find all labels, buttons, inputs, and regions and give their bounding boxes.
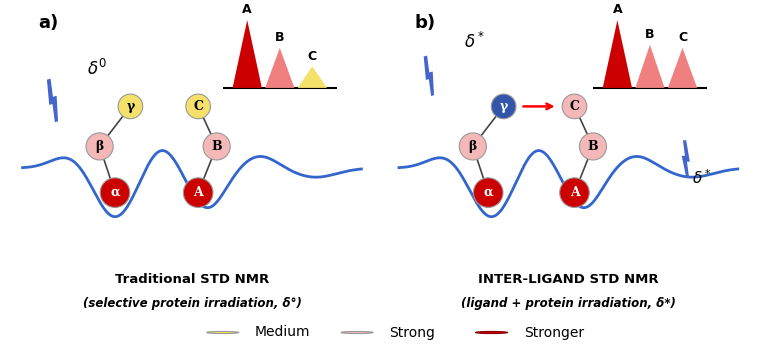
Circle shape [579,133,607,160]
Polygon shape [682,140,690,177]
Polygon shape [298,66,327,88]
Polygon shape [233,20,262,88]
Text: γ: γ [126,100,134,113]
Text: A: A [194,186,203,199]
Circle shape [341,331,373,334]
Text: C: C [308,50,317,63]
Text: B: B [211,140,222,153]
Text: (selective protein irradiation, δ°): (selective protein irradiation, δ°) [83,298,301,310]
Circle shape [207,331,239,334]
Polygon shape [668,48,697,88]
Text: $\delta^*$: $\delta^*$ [691,168,711,187]
Polygon shape [265,48,294,88]
Text: α: α [483,186,493,199]
Text: C: C [194,100,204,113]
Text: Strong: Strong [389,326,435,340]
Text: $\delta^*$: $\delta^*$ [464,32,485,52]
Text: γ: γ [499,100,508,113]
Circle shape [186,94,210,119]
Circle shape [86,133,113,160]
Circle shape [473,178,503,208]
Circle shape [203,133,230,160]
Text: B: B [588,140,598,153]
Text: Medium: Medium [255,326,310,340]
Polygon shape [635,45,664,88]
Circle shape [475,331,508,334]
Polygon shape [603,20,632,88]
Text: a): a) [38,14,58,32]
Polygon shape [47,79,58,122]
Text: A: A [243,4,252,16]
Circle shape [459,133,486,160]
Text: b): b) [414,14,435,32]
Circle shape [492,94,516,119]
Circle shape [100,178,130,208]
Polygon shape [424,56,434,96]
Text: C: C [570,100,580,113]
Text: β: β [95,140,104,153]
Text: C: C [678,31,687,44]
Text: A: A [570,186,579,199]
Circle shape [118,94,143,119]
Text: B: B [275,31,284,44]
Text: Stronger: Stronger [524,326,584,340]
Circle shape [562,94,587,119]
Text: α: α [110,186,120,199]
Text: B: B [645,28,654,41]
Text: Traditional STD NMR: Traditional STD NMR [115,273,269,286]
Text: $\delta^0$: $\delta^0$ [88,60,108,79]
Circle shape [560,178,589,208]
Text: A: A [613,4,622,16]
Text: (ligand + protein irradiation, δ*): (ligand + protein irradiation, δ*) [461,298,676,310]
Text: β: β [468,140,477,153]
Circle shape [184,178,213,208]
Text: INTER-LIGAND STD NMR: INTER-LIGAND STD NMR [478,273,659,286]
